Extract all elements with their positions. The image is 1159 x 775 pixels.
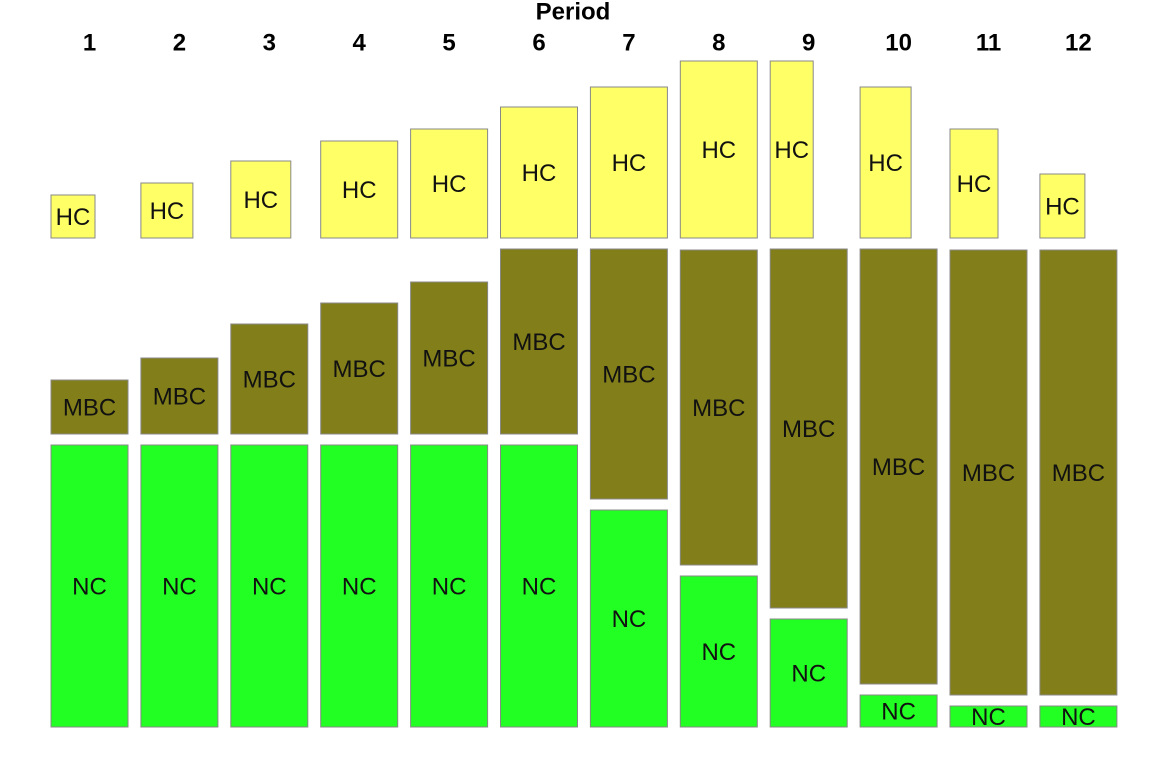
period-label: 2 xyxy=(173,29,186,56)
nc-box xyxy=(679,575,758,728)
mbc-box xyxy=(410,281,489,435)
period-label: 4 xyxy=(353,29,367,56)
mbc-label: MBC xyxy=(422,345,475,372)
nc-label: NC xyxy=(1061,704,1096,731)
hc-box xyxy=(769,60,814,239)
nc-box xyxy=(410,444,489,728)
hc-label: HC xyxy=(612,150,647,177)
period-label: 9 xyxy=(802,29,815,56)
hc-box xyxy=(679,60,758,239)
nc-label: NC xyxy=(72,573,107,600)
nc-label: NC xyxy=(522,573,557,600)
period-label: 10 xyxy=(885,29,912,56)
nc-label: NC xyxy=(881,698,916,725)
mbc-box xyxy=(589,248,668,500)
period-label: 3 xyxy=(263,29,276,56)
hc-box xyxy=(500,106,578,239)
mbc-label: MBC xyxy=(512,329,565,356)
nc-label: NC xyxy=(342,573,377,600)
nc-label: NC xyxy=(612,606,647,633)
hc-label: HC xyxy=(957,171,992,198)
mbc-box xyxy=(679,249,758,566)
period-label: 11 xyxy=(976,29,1001,56)
mbc-box xyxy=(949,249,1028,696)
hc-label: HC xyxy=(522,160,557,187)
mbc-box xyxy=(500,248,578,435)
nc-box xyxy=(859,694,938,728)
hc-box xyxy=(140,182,194,239)
mbc-label: MBC xyxy=(602,361,655,388)
nc-label: NC xyxy=(701,639,736,666)
mbc-label: MBC xyxy=(243,366,296,393)
nc-box xyxy=(230,444,309,728)
period-label: 5 xyxy=(442,29,455,56)
nc-box xyxy=(589,509,668,728)
period-label: 6 xyxy=(532,29,545,56)
hc-label: HC xyxy=(1045,193,1080,220)
hc-box xyxy=(1039,173,1086,239)
hc-box xyxy=(410,128,489,239)
mbc-box xyxy=(320,302,399,435)
period-label: 7 xyxy=(622,29,635,56)
mbc-label: MBC xyxy=(333,356,386,383)
hc-label: HC xyxy=(432,171,467,198)
nc-box xyxy=(50,444,129,728)
period-label: 1 xyxy=(83,29,96,56)
hc-box xyxy=(230,160,292,239)
hc-label: HC xyxy=(150,198,185,225)
mbc-label: MBC xyxy=(962,460,1015,487)
chart-title: Period xyxy=(536,0,611,25)
nc-box xyxy=(500,444,578,728)
period-label: 12 xyxy=(1065,29,1092,56)
nc-box xyxy=(320,444,399,728)
hc-box xyxy=(320,140,399,239)
mbc-box xyxy=(50,379,129,435)
nc-label: NC xyxy=(252,573,287,600)
hc-box xyxy=(50,194,96,239)
mbc-box xyxy=(769,248,848,609)
mbc-box xyxy=(1039,249,1118,696)
hc-label: HC xyxy=(342,177,377,204)
nc-box xyxy=(1039,705,1118,728)
hc-label: HC xyxy=(701,137,736,164)
mbc-box xyxy=(230,323,309,435)
hc-label: HC xyxy=(243,187,278,214)
period-label: 8 xyxy=(712,29,725,56)
mbc-label: MBC xyxy=(63,394,116,421)
mbc-label: MBC xyxy=(692,395,745,422)
nc-label: NC xyxy=(162,573,197,600)
hc-box xyxy=(949,128,999,239)
nc-label: NC xyxy=(432,573,467,600)
mbc-label: MBC xyxy=(153,383,206,410)
mbc-box xyxy=(140,357,219,435)
nc-box xyxy=(949,705,1028,728)
hc-box xyxy=(859,86,912,239)
mbc-label: MBC xyxy=(1052,460,1105,487)
nc-label: NC xyxy=(791,660,826,687)
mbc-box xyxy=(859,248,938,685)
nc-label: NC xyxy=(971,704,1006,731)
nc-box xyxy=(769,618,848,728)
mbc-label: MBC xyxy=(782,416,835,443)
mbc-label: MBC xyxy=(872,454,925,481)
hc-label: HC xyxy=(774,137,809,164)
hc-label: HC xyxy=(56,204,91,231)
hc-label: HC xyxy=(868,150,903,177)
nc-box xyxy=(140,444,219,728)
hc-box xyxy=(589,86,668,239)
